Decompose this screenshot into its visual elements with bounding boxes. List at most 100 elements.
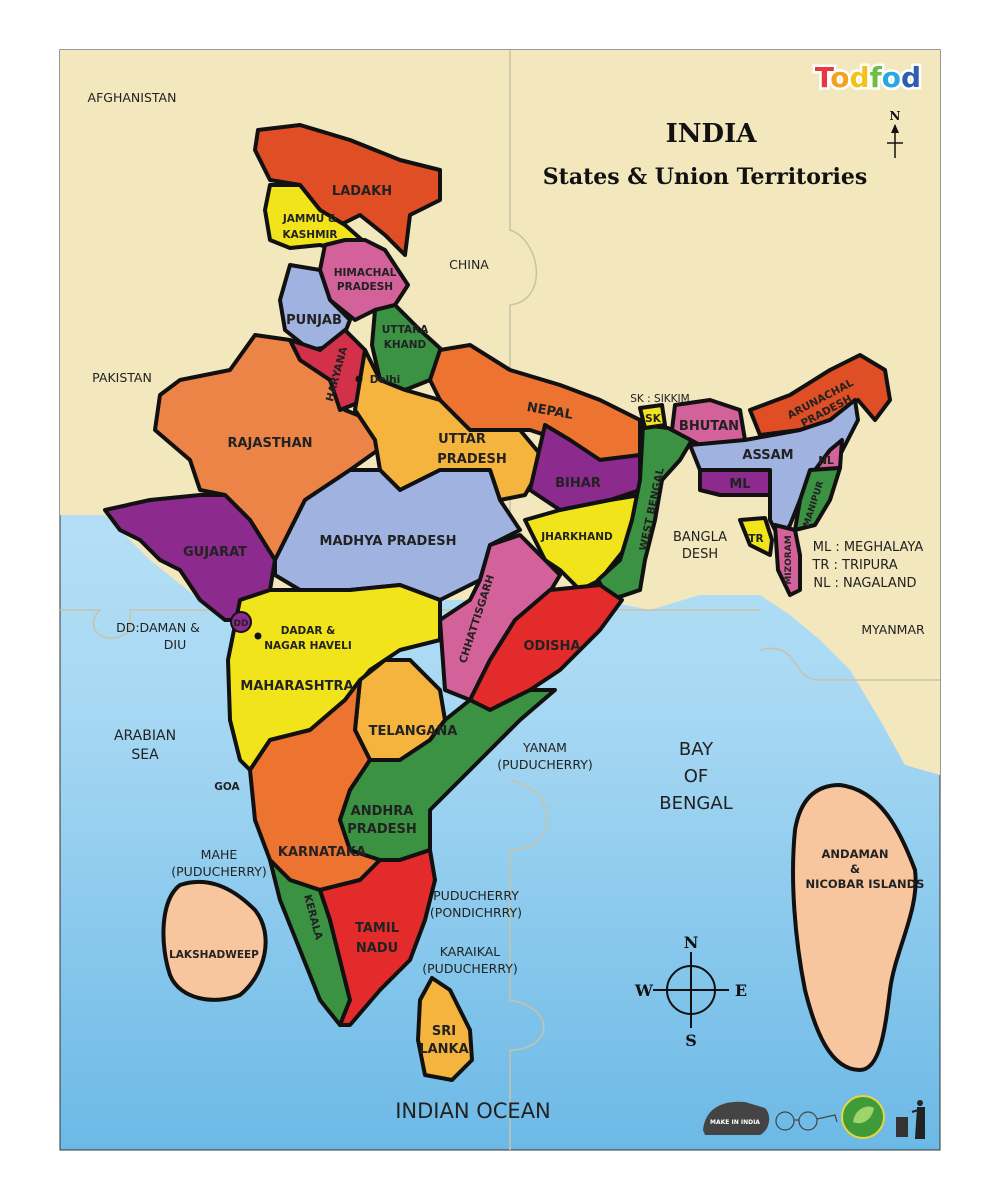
state-meghalaya[interactable] [698, 468, 772, 497]
label-ladakh: LADAKH [332, 184, 392, 199]
compass-s: S [685, 1031, 697, 1050]
label-karnataka: KARNATAKA [278, 845, 366, 860]
label-tamil-nadu: NADU [356, 941, 398, 956]
ut-lakshadweep[interactable] [161, 879, 268, 1002]
label-andhra: ANDHRA [351, 804, 414, 819]
label-jk: KASHMIR [282, 229, 337, 241]
label-sikkim: SK [645, 413, 662, 425]
trash-bin-icon [896, 1100, 925, 1139]
label-himachal: PRADESH [337, 281, 393, 293]
footer-badges: MAKE IN INDIA [703, 1095, 925, 1139]
make-in-india-text: MAKE IN INDIA [710, 1119, 760, 1126]
make-in-india-logo: MAKE IN INDIA [703, 1101, 770, 1135]
state-tripura[interactable] [738, 516, 774, 557]
label-jharkhand: JHARKHAND [540, 531, 613, 543]
compass-e: E [735, 981, 747, 1000]
label-karaikal: (PUDUCHERRY) [422, 961, 517, 976]
label-sri-lanka: LANKA [419, 1042, 468, 1057]
label-nagaland: NL [818, 455, 834, 467]
label-arabian-sea: SEA [131, 747, 159, 763]
compass-n: N [684, 933, 699, 952]
label-assam: ASSAM [742, 448, 793, 463]
page-subtitle: States & Union Territories [543, 164, 867, 190]
state-mizoram[interactable] [773, 523, 802, 597]
svg-text:Todfod: Todfod [815, 61, 921, 94]
label-goa: GOA [214, 781, 240, 793]
label-dd-key: DD:DAMAN & [116, 620, 200, 635]
country-sri-lanka[interactable] [416, 976, 474, 1082]
north-arrow-icon: N [887, 109, 903, 158]
label-tripura: TR [748, 533, 763, 545]
label-indian-ocean: INDIAN OCEAN [395, 1099, 551, 1123]
legend-nl: NL : NAGALAND [813, 576, 916, 591]
label-bangladesh: DESH [682, 547, 718, 562]
eco-friendly-badge [841, 1095, 885, 1139]
label-puducherry: PUDUCHERRY [433, 888, 519, 903]
label-tamil-nadu: TAMIL [355, 921, 399, 936]
state-andhra-pradesh[interactable] [338, 688, 557, 862]
states [103, 123, 918, 1082]
label-odisha: ODISHA [524, 639, 581, 654]
neighbour-labels: AFGHANISTAN PAKISTAN CHINA BANGLA DESH M… [88, 90, 925, 976]
swachh-bharat-logo [775, 1111, 838, 1131]
label-karaikal: KARAIKAL [440, 944, 500, 959]
label-andaman: ANDAMAN [822, 847, 889, 861]
label-bihar: BIHAR [555, 476, 601, 491]
state-odisha[interactable] [468, 583, 624, 712]
state-sikkim[interactable] [638, 403, 667, 430]
dadar-nagar-haveli-dot [254, 632, 262, 640]
compass-w: W [634, 981, 654, 1000]
label-andhra: PRADESH [347, 822, 417, 837]
page-title: INDIA [666, 119, 758, 149]
label-mizoram: MIZORAM [784, 535, 794, 584]
label-meghalaya: ML [729, 477, 750, 492]
label-sikkim-key: SK : SIKKIM [630, 393, 689, 405]
label-china: CHINA [449, 257, 489, 272]
ut-andaman-nicobar[interactable] [791, 783, 918, 1072]
label-andaman: NICOBAR ISLANDS [806, 877, 925, 891]
state-manipur[interactable] [793, 466, 842, 532]
compass-rose-icon: N S E W [634, 933, 747, 1050]
legend-tr: TR : TRIPURA [811, 558, 897, 573]
label-maharashtra: MAHARASHTRA [240, 679, 353, 694]
puzzle-line [60, 50, 940, 1150]
state-uttar-pradesh[interactable] [353, 348, 547, 502]
label-rajasthan: RAJASTHAN [227, 436, 312, 451]
label-yanam: YANAM [522, 740, 567, 755]
label-pakistan: PAKISTAN [92, 370, 152, 385]
label-afghanistan: AFGHANISTAN [88, 90, 177, 105]
ut-daman-diu[interactable] [230, 611, 252, 633]
label-mahe: MAHE [201, 847, 238, 862]
label-mahe: (PUDUCHERRY) [171, 864, 266, 879]
sea-labels: ARABIAN SEA BAY OF BENGAL INDIAN OCEAN [114, 728, 733, 1123]
label-gujarat: GUJARAT [183, 545, 247, 560]
state-ladakh[interactable] [253, 123, 442, 257]
label-myanmar: MYANMAR [861, 622, 925, 637]
label-arabian-sea: ARABIAN [114, 728, 176, 744]
label-mp: MADHYA PRADESH [320, 534, 457, 549]
label-himachal: HIMACHAL [334, 267, 397, 279]
state-tamil-nadu[interactable] [318, 848, 437, 1027]
label-yanam: (PUDUCHERRY) [497, 757, 592, 772]
legend-ml: ML : MEGHALAYA [813, 540, 924, 555]
label-dadar: DADAR & [281, 625, 336, 637]
label-dd: DD [234, 619, 249, 629]
label-telangana: TELANGANA [369, 724, 458, 739]
label-uttarakhand: KHAND [384, 339, 427, 351]
label-andaman: & [850, 862, 860, 876]
label-bay-of-bengal: BENGAL [659, 793, 732, 814]
label-lakshadweep: LAKSHADWEEP [169, 949, 259, 961]
label-puducherry: (PONDICHRRY) [430, 905, 522, 920]
todfod-logo: Todfod [812, 59, 923, 97]
label-bay-of-bengal: BAY [679, 739, 714, 760]
label-up: PRADESH [437, 452, 507, 467]
label-uttarakhand: UTTARA [382, 324, 429, 336]
label-dd-key: DIU [164, 637, 186, 652]
label-delhi: Delhi [370, 374, 401, 386]
label-bay-of-bengal: OF [684, 766, 709, 787]
label-bangladesh: BANGLA [673, 530, 727, 545]
label-jk: JAMMU & [282, 213, 337, 225]
label-up: UTTAR [438, 432, 486, 447]
label-bhutan: BHUTAN [679, 419, 739, 434]
